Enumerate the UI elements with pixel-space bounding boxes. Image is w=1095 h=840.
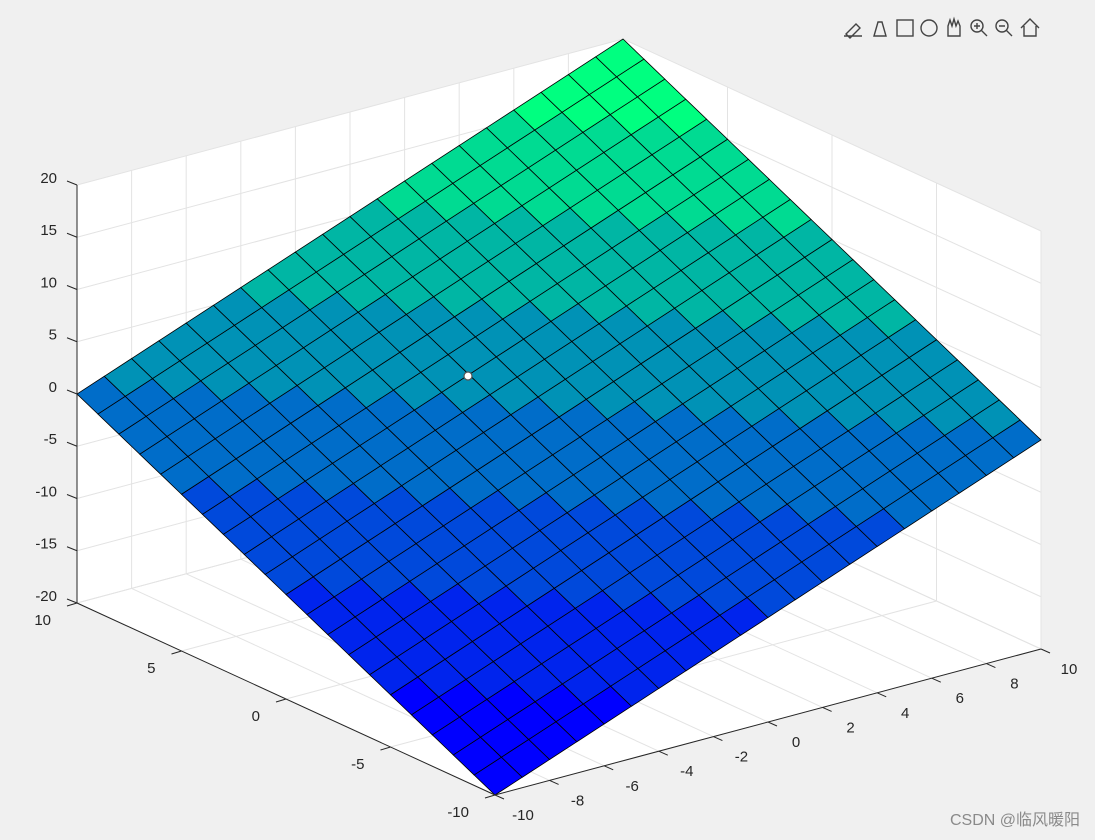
z-tick [66, 285, 78, 290]
pan-icon[interactable] [947, 16, 961, 37]
z-tick-label: 15 [40, 222, 57, 239]
y-tick-label: -5 [351, 756, 364, 773]
y-tick-label: -10 [447, 804, 469, 821]
zoom-out-mark[interactable] [999, 25, 1013, 37]
y-tick-label: 10 [34, 612, 51, 629]
x-tick [494, 794, 505, 800]
z-tick [66, 598, 78, 604]
z-tick [66, 546, 78, 552]
z-tick [66, 389, 78, 395]
x-tick [931, 677, 942, 683]
x-tick-label: 0 [792, 734, 800, 751]
axes: -10-8-6-4-20246810-10-50510-20-15-10-505… [34, 170, 1077, 824]
x-tick-label: -4 [680, 763, 693, 780]
link-icon[interactable] [873, 21, 887, 37]
z-grid-line [76, 38, 624, 186]
y-tick [275, 698, 287, 703]
rotate-icon[interactable] [920, 19, 938, 37]
surface-face [595, 38, 645, 78]
x-tick [713, 736, 723, 742]
surface [76, 38, 1042, 796]
x-tick-label: -8 [571, 792, 584, 809]
zoom-in-icon[interactable] [970, 19, 984, 33]
z-tick [66, 232, 78, 238]
x-tick [876, 692, 887, 698]
z-tick-label: -20 [35, 588, 57, 605]
z-tick-label: -5 [44, 431, 57, 448]
y-tick [171, 650, 182, 655]
toolbar[interactable] [844, 16, 1040, 39]
x-tick [1040, 648, 1051, 654]
x-tick-label: 6 [956, 690, 964, 707]
z-tick [66, 494, 78, 499]
y-tick-label: 0 [252, 708, 260, 725]
x-tick-label: -6 [626, 778, 639, 795]
x-tick [549, 779, 559, 785]
z-tick-label: 20 [40, 170, 57, 187]
y-tick [484, 794, 496, 799]
x-tick [822, 706, 832, 712]
z-tick [66, 180, 78, 186]
y-tick [66, 602, 78, 607]
x-tick [658, 750, 669, 756]
x-tick [986, 663, 996, 669]
z-tick [66, 337, 78, 343]
x-tick-label: -10 [512, 807, 534, 824]
brush-icon[interactable] [844, 23, 862, 39]
x-tick-label: 4 [901, 705, 909, 722]
watermark: CSDN @临风暖阳 [950, 811, 1080, 829]
x-tick-label: 8 [1010, 676, 1018, 693]
zoom-out-icon[interactable] [995, 19, 1009, 33]
z-tick-label: 10 [40, 274, 57, 291]
z-tick-label: 0 [49, 379, 57, 396]
z-tick-label: -15 [35, 536, 57, 553]
z-grid-line [622, 38, 1042, 232]
x-tick-label: 2 [846, 719, 854, 736]
z-tick-label: -10 [35, 483, 57, 500]
legend-icon[interactable] [896, 19, 914, 37]
zoom-in-mark[interactable] [974, 23, 988, 37]
cursor-dot [463, 371, 473, 381]
x-tick-label: -2 [735, 749, 748, 766]
y-tick [380, 746, 391, 751]
x-tick [767, 721, 778, 727]
z-tick-label: 5 [49, 327, 57, 344]
x-tick-label: 10 [1061, 661, 1078, 678]
x-tick [603, 765, 614, 771]
y-tick-label: 5 [147, 660, 155, 677]
home-icon[interactable] [1020, 18, 1040, 37]
z-tick [66, 441, 78, 447]
